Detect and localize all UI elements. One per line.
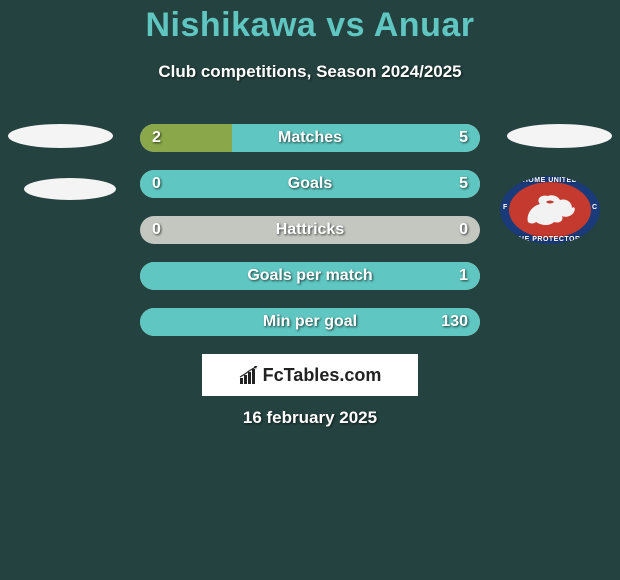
left-player-badge-1: [8, 124, 113, 148]
crest-text-bottom: THE PROTECTORS: [500, 236, 600, 243]
stat-label: Goals: [140, 170, 480, 198]
crest-text-top: HOME UNITED: [500, 177, 600, 184]
fctables-bar-icon: [239, 366, 259, 384]
stat-label: Goals per match: [140, 262, 480, 290]
fctables-text: FcTables.com: [263, 365, 382, 386]
stat-label: Matches: [140, 124, 480, 152]
stat-row: 130Min per goal: [140, 308, 480, 336]
stat-row: 1Goals per match: [140, 262, 480, 290]
right-player-badge-oval: [507, 124, 612, 148]
date-text: 16 february 2025: [0, 408, 620, 428]
stat-row: 05Goals: [140, 170, 480, 198]
stat-row: 00Hattricks: [140, 216, 480, 244]
left-player-badge-2: [24, 178, 116, 200]
stat-label: Min per goal: [140, 308, 480, 336]
crest-side-left: F: [503, 204, 507, 211]
right-club-crest: HOME UNITED THE PROTECTORS F C: [500, 176, 600, 244]
crest-dragon-icon: [522, 192, 578, 228]
page-subtitle: Club competitions, Season 2024/2025: [0, 62, 620, 82]
stat-rows-container: 25Matches 05Goals 00Hattricks 1Goals per ma…: [140, 124, 480, 354]
fctables-link[interactable]: FcTables.com: [202, 354, 418, 396]
stat-row: 25Matches: [140, 124, 480, 152]
stat-label: Hattricks: [140, 216, 480, 244]
crest-side-right: C: [592, 204, 597, 211]
page-title: Nishikawa vs Anuar: [0, 6, 620, 45]
